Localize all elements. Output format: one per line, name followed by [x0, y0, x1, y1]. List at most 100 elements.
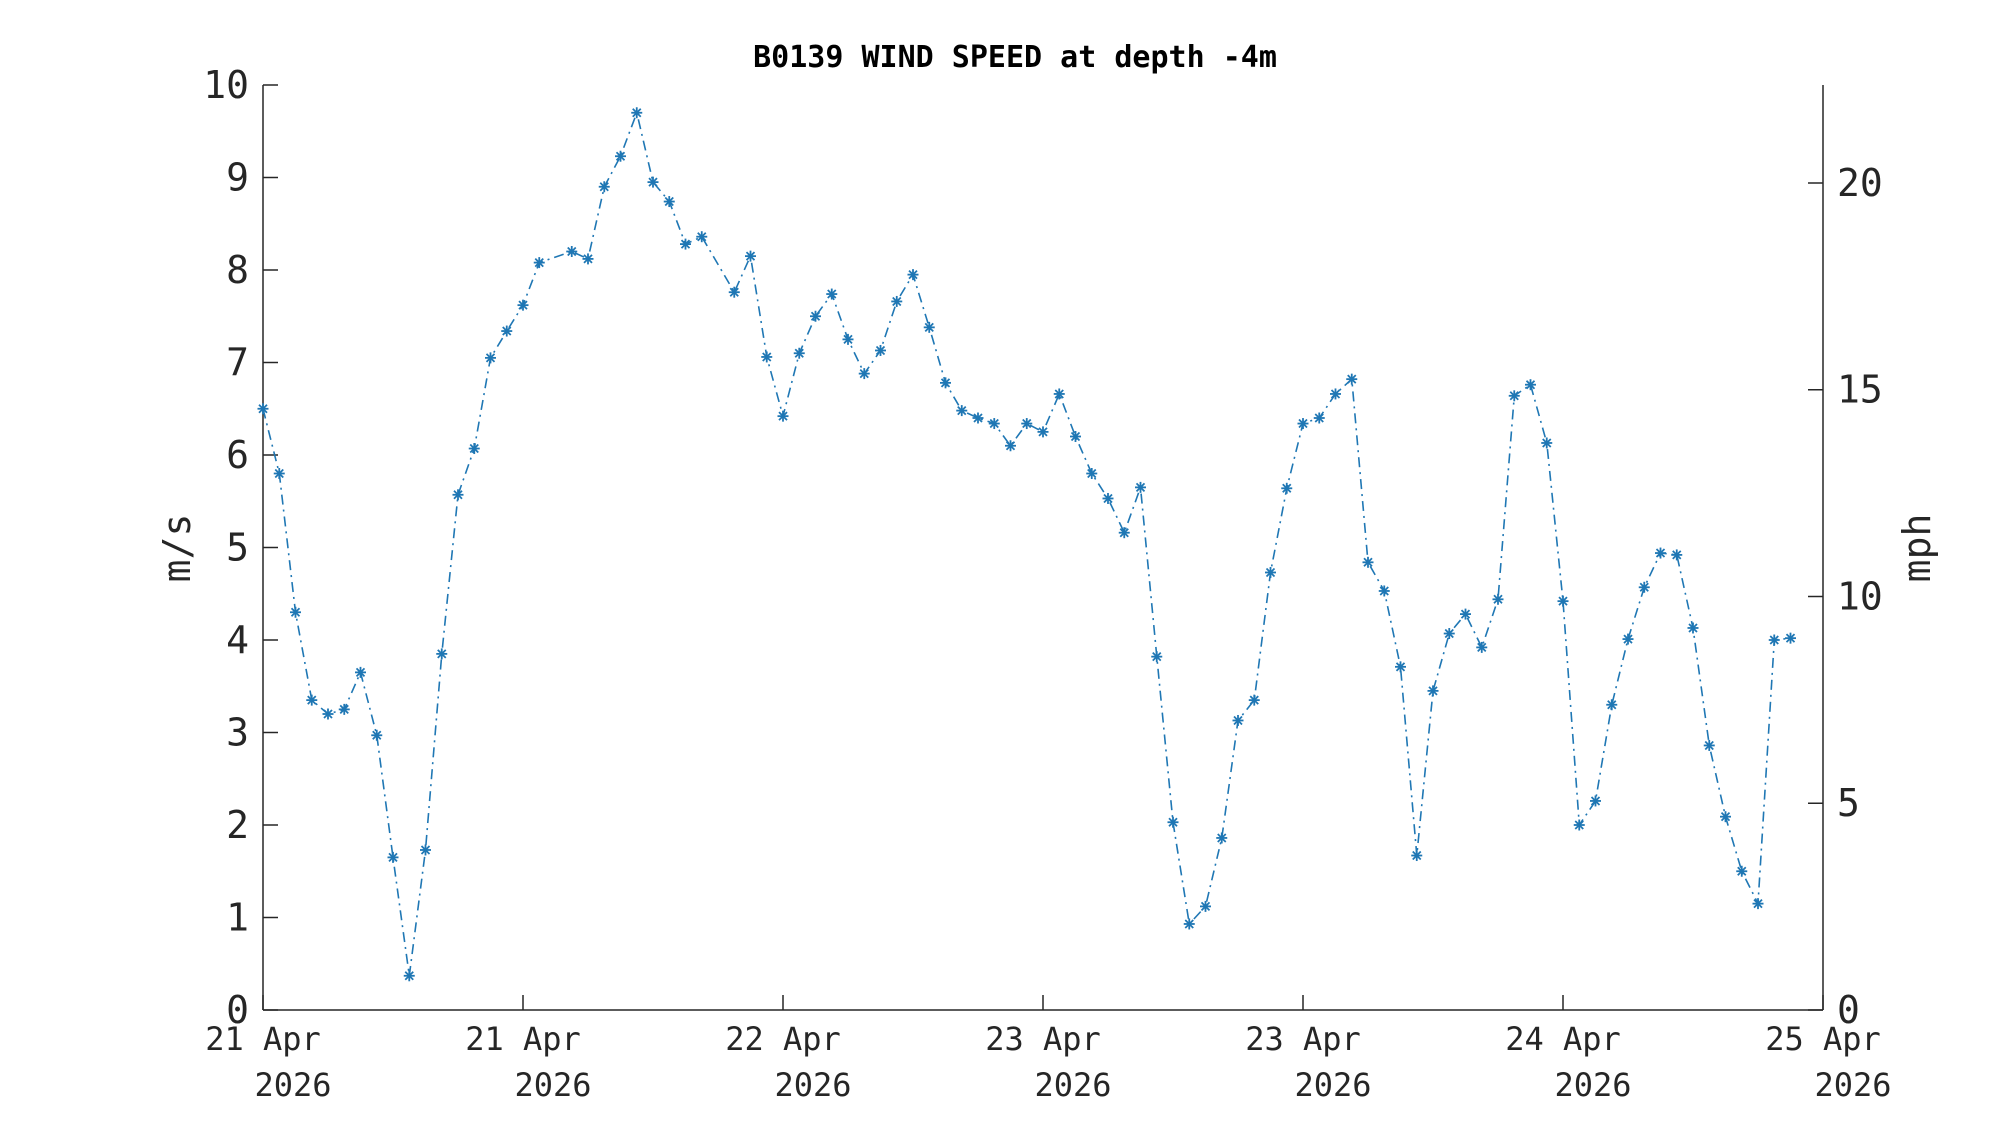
data-point-marker	[1671, 549, 1683, 561]
data-point-marker	[988, 418, 1000, 430]
data-point-marker	[777, 410, 789, 422]
data-point-marker	[355, 666, 366, 678]
data-point-marker	[436, 648, 448, 660]
data-point-marker	[1557, 595, 1569, 607]
axes	[262, 85, 1824, 1011]
data-point-marker	[793, 347, 805, 359]
data-point-marker	[1330, 388, 1341, 400]
data-point-marker	[891, 295, 903, 307]
y-tick-label-right: 15	[1837, 368, 1883, 412]
x-tick-label-year: 2026	[1554, 1066, 1631, 1104]
data-point-marker	[273, 468, 285, 479]
data-point-marker	[598, 181, 610, 193]
y-tick-label-right: 5	[1837, 781, 1860, 825]
x-tick-label-date: 22 Apr	[725, 1020, 841, 1058]
data-point-marker	[582, 253, 594, 265]
data-point-marker	[1183, 918, 1195, 930]
x-tick-label-year: 2026	[254, 1066, 331, 1104]
data-point-marker	[1427, 685, 1439, 697]
y-axis-label-left: m/s	[155, 514, 199, 583]
data-point-marker	[1736, 865, 1748, 877]
data-point-marker	[1443, 628, 1455, 640]
y-tick-label-left: 1	[226, 896, 249, 940]
x-tick-label-year: 2026	[774, 1066, 851, 1104]
data-point-marker	[1508, 390, 1520, 402]
data-point-marker	[290, 606, 301, 618]
data-point-marker	[956, 405, 968, 417]
y-tick-label-left: 10	[203, 63, 249, 107]
y-tick-label-left: 6	[226, 433, 249, 477]
data-point-marker	[1492, 593, 1504, 605]
data-point-marker	[663, 196, 675, 208]
y-tick-label-right: 20	[1837, 161, 1883, 205]
data-point-marker	[647, 176, 659, 188]
data-point-marker	[696, 231, 708, 243]
data-point-marker	[1037, 426, 1049, 438]
y-tick-label-left: 0	[226, 988, 249, 1032]
data-point-marker	[940, 377, 951, 389]
data-point-marker	[403, 970, 415, 982]
data-point-marker	[338, 703, 350, 715]
data-point-marker	[517, 299, 529, 311]
data-point-marker	[631, 107, 643, 119]
data-point-marker	[387, 851, 399, 863]
data-point-marker	[1655, 547, 1666, 559]
data-point-marker	[1638, 581, 1650, 593]
data-point-marker	[468, 443, 480, 455]
data-point-marker	[826, 288, 838, 300]
x-tick-label-date: 23 Apr	[985, 1020, 1101, 1058]
data-point-marker	[485, 352, 496, 364]
data-point-marker	[728, 286, 740, 298]
data-point-marker	[907, 269, 919, 281]
x-tick-label-date: 21 Apr	[465, 1020, 581, 1058]
data-point-marker	[452, 489, 464, 501]
data-point-marker	[306, 694, 318, 706]
data-point-marker	[1216, 832, 1228, 844]
data-point-marker	[1541, 437, 1553, 449]
data-point-marker	[1265, 566, 1276, 578]
data-point-marker	[420, 844, 431, 856]
x-tick-label-date: 23 Apr	[1245, 1020, 1361, 1058]
data-point-marker	[842, 333, 854, 345]
data-point-marker	[1378, 585, 1390, 597]
y-tick-label-left: 2	[226, 803, 249, 847]
y-tick-label-left: 9	[226, 156, 249, 200]
data-point-marker	[1313, 412, 1325, 424]
data-point-marker	[257, 403, 269, 415]
y-tick-label-right: 0	[1837, 988, 1860, 1032]
data-point-marker	[1460, 608, 1471, 620]
data-point-marker	[923, 321, 935, 333]
data-point-marker	[566, 246, 578, 257]
data-point-marker	[1362, 556, 1374, 568]
data-point-marker	[533, 257, 545, 269]
data-point-marker	[858, 368, 870, 380]
data-point-marker	[322, 708, 334, 720]
data-point-marker	[1476, 641, 1488, 653]
x-tick-label-date: 24 Apr	[1505, 1020, 1621, 1058]
y-tick-label-left: 8	[226, 248, 249, 292]
data-point-marker	[875, 344, 886, 356]
y-tick-label-left: 7	[226, 341, 249, 385]
data-point-marker	[1606, 699, 1618, 711]
y-axis-label-right: mph	[1895, 514, 1939, 583]
data-point-marker	[1135, 481, 1146, 493]
data-point-marker	[1395, 661, 1406, 673]
data-point-marker	[1053, 388, 1065, 400]
data-point-marker	[1151, 651, 1163, 663]
data-point-marker	[680, 238, 691, 250]
data-point-marker	[1720, 811, 1731, 823]
data-point-marker	[1070, 431, 1081, 442]
data-point-marker	[371, 729, 383, 741]
data-point-marker	[1590, 795, 1601, 807]
data-series	[257, 107, 1796, 982]
data-point-marker	[1525, 379, 1536, 391]
data-point-marker	[1768, 634, 1780, 646]
data-point-marker	[1411, 850, 1423, 862]
data-point-marker	[501, 325, 513, 337]
x-tick-label-year: 2026	[1034, 1066, 1111, 1104]
data-point-marker	[1021, 418, 1033, 430]
data-point-marker	[615, 150, 626, 162]
data-point-marker	[1118, 527, 1130, 539]
x-tick-label-date: 21 Apr	[205, 1020, 321, 1058]
